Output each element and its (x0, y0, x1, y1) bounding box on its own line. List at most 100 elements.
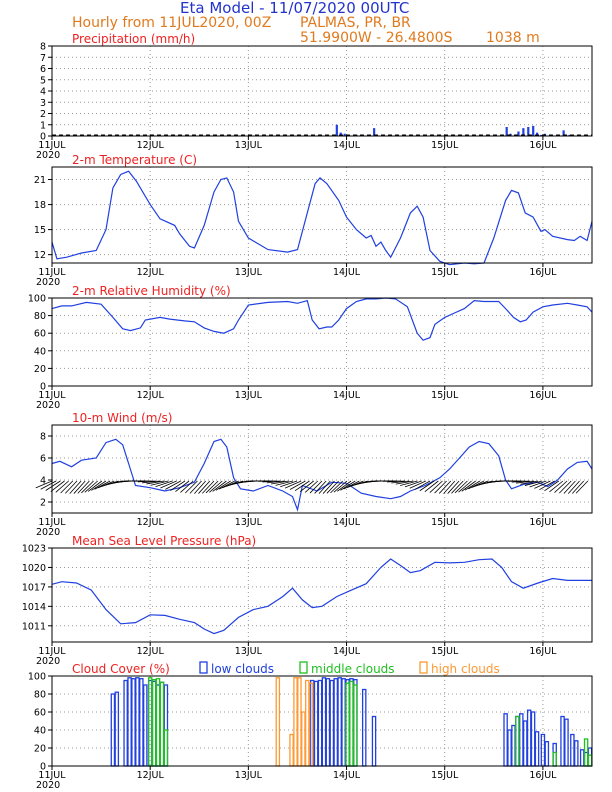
wind-vector (215, 480, 231, 491)
x-tick-label: 11JUL (38, 646, 66, 657)
low-cloud-bar (143, 684, 148, 767)
wind-vector (304, 480, 319, 493)
low-cloud-bar (564, 718, 569, 767)
wind-vector (534, 480, 551, 489)
y-tick-label: 1017 (22, 582, 46, 593)
wind-vector (395, 480, 414, 485)
wind-vector (219, 480, 235, 490)
panel-temp: 12 15 18 21 11JUL 12JUL 13JUL 14JUL 15JUL 16JUL 20… (34, 153, 593, 288)
low-cloud-bar (574, 740, 579, 767)
x-tick-label: 12JUL (137, 390, 165, 401)
precip-bar (373, 128, 376, 136)
wind-vector (180, 480, 194, 493)
chart-title: Eta Model - 11/07/2020 00UTC (180, 0, 410, 17)
wind-vector (340, 480, 356, 491)
low-cloud-bar (511, 724, 516, 767)
wind-vector (309, 480, 323, 494)
wind-vector (458, 480, 472, 493)
wind-vector (262, 480, 281, 483)
wind-vector (94, 480, 111, 490)
low-cloud-bar (570, 733, 575, 767)
y-tick-label: 0 (40, 132, 46, 143)
y-tick-label: 80 (34, 311, 46, 322)
x-tick-label: 13JUL (235, 517, 263, 528)
x-tick-label: 15JUL (431, 770, 459, 781)
x-tick-label: 11JUL (38, 267, 66, 278)
y-tick-label: 100 (28, 294, 46, 305)
y-tick-label: 3 (40, 98, 46, 109)
wind-vector (438, 480, 452, 494)
wind-vector (150, 480, 169, 486)
wind-vector (454, 480, 468, 494)
precip-bar (562, 130, 565, 136)
x-tick-label: 14JUL (333, 140, 361, 151)
station-elevation: 1038 m (486, 30, 540, 46)
x-tick-label: 11JUL (38, 390, 66, 401)
wind-vector (170, 480, 186, 491)
y-tick-label: 4 (40, 476, 46, 487)
x-tick-label: 13JUL (235, 140, 263, 151)
panel-cloud: 0 20 40 60 80 100 11JUL 12JUL 13JUL 14JUL 15JUL 16J… (28, 661, 593, 791)
precip-bar (343, 133, 346, 136)
wind-vector (289, 480, 306, 490)
x-tick-label: 15JUL (431, 646, 459, 657)
wind-vector (343, 480, 360, 490)
y-tick-label: 60 (34, 329, 46, 340)
low-cloud-bar (522, 720, 528, 767)
middle-cloud-bar (155, 678, 161, 767)
y-tick-label: 1023 (22, 544, 46, 555)
wind-vector (318, 480, 331, 494)
wind-vector (571, 480, 584, 494)
wind-vector (336, 480, 352, 492)
wind-vector (69, 480, 82, 494)
wind-vector (429, 480, 443, 493)
wind-vector (271, 480, 289, 485)
low-cloud-bar (131, 678, 136, 767)
precip-bar (532, 125, 535, 136)
panel-frame (51, 424, 593, 514)
wind-vector (391, 480, 410, 484)
middle-cloud-bar (587, 754, 593, 767)
wind-vector (464, 480, 481, 491)
panel-title: Precipitation (mm/h) (72, 32, 195, 46)
wind-vector (142, 480, 161, 484)
x-tick-label: 12JUL (137, 517, 165, 528)
wind-vector (60, 480, 74, 494)
wind-vector (189, 480, 202, 494)
low-cloud-bar (540, 733, 546, 767)
y-tick-label: 20 (34, 744, 46, 755)
legend-swatch (199, 661, 208, 674)
middle-cloud-bar (349, 680, 354, 767)
x-tick-label: 12JUL (137, 646, 165, 657)
x-tick-label: 11JUL (38, 517, 66, 528)
x-tick-label: 15JUL (431, 267, 459, 278)
wind-vector (175, 480, 190, 492)
wind-vector (529, 480, 547, 488)
panel-title: 2-m Temperature (C) (72, 153, 197, 167)
low-cloud-bar (135, 677, 140, 767)
y-tick-label: 6 (40, 64, 46, 75)
low-cloud-bar (371, 715, 377, 767)
low-cloud-bar (530, 711, 536, 767)
precip-bar (536, 132, 539, 136)
x-year-label: 2020 (36, 400, 60, 411)
wind-vector (91, 480, 107, 491)
y-tick-label: 4 (40, 87, 46, 98)
wind-vector (84, 480, 98, 493)
wind-vector (511, 480, 530, 483)
low-cloud-bar (503, 713, 508, 767)
x-tick-label: 16JUL (529, 267, 557, 278)
wind-vector (294, 480, 310, 491)
wind-vector (544, 480, 559, 492)
wind-vector (87, 480, 103, 492)
y-tick-label: 80 (34, 690, 46, 701)
wind-vector (299, 480, 314, 492)
wind-vector (314, 480, 327, 494)
middle-cloud-bar (515, 715, 520, 767)
panel-frame (51, 547, 593, 643)
y-tick-label: 1 (40, 120, 46, 131)
wind-vector (333, 480, 348, 493)
wind-series-line (51, 438, 593, 512)
low-cloud-bar (114, 691, 120, 767)
